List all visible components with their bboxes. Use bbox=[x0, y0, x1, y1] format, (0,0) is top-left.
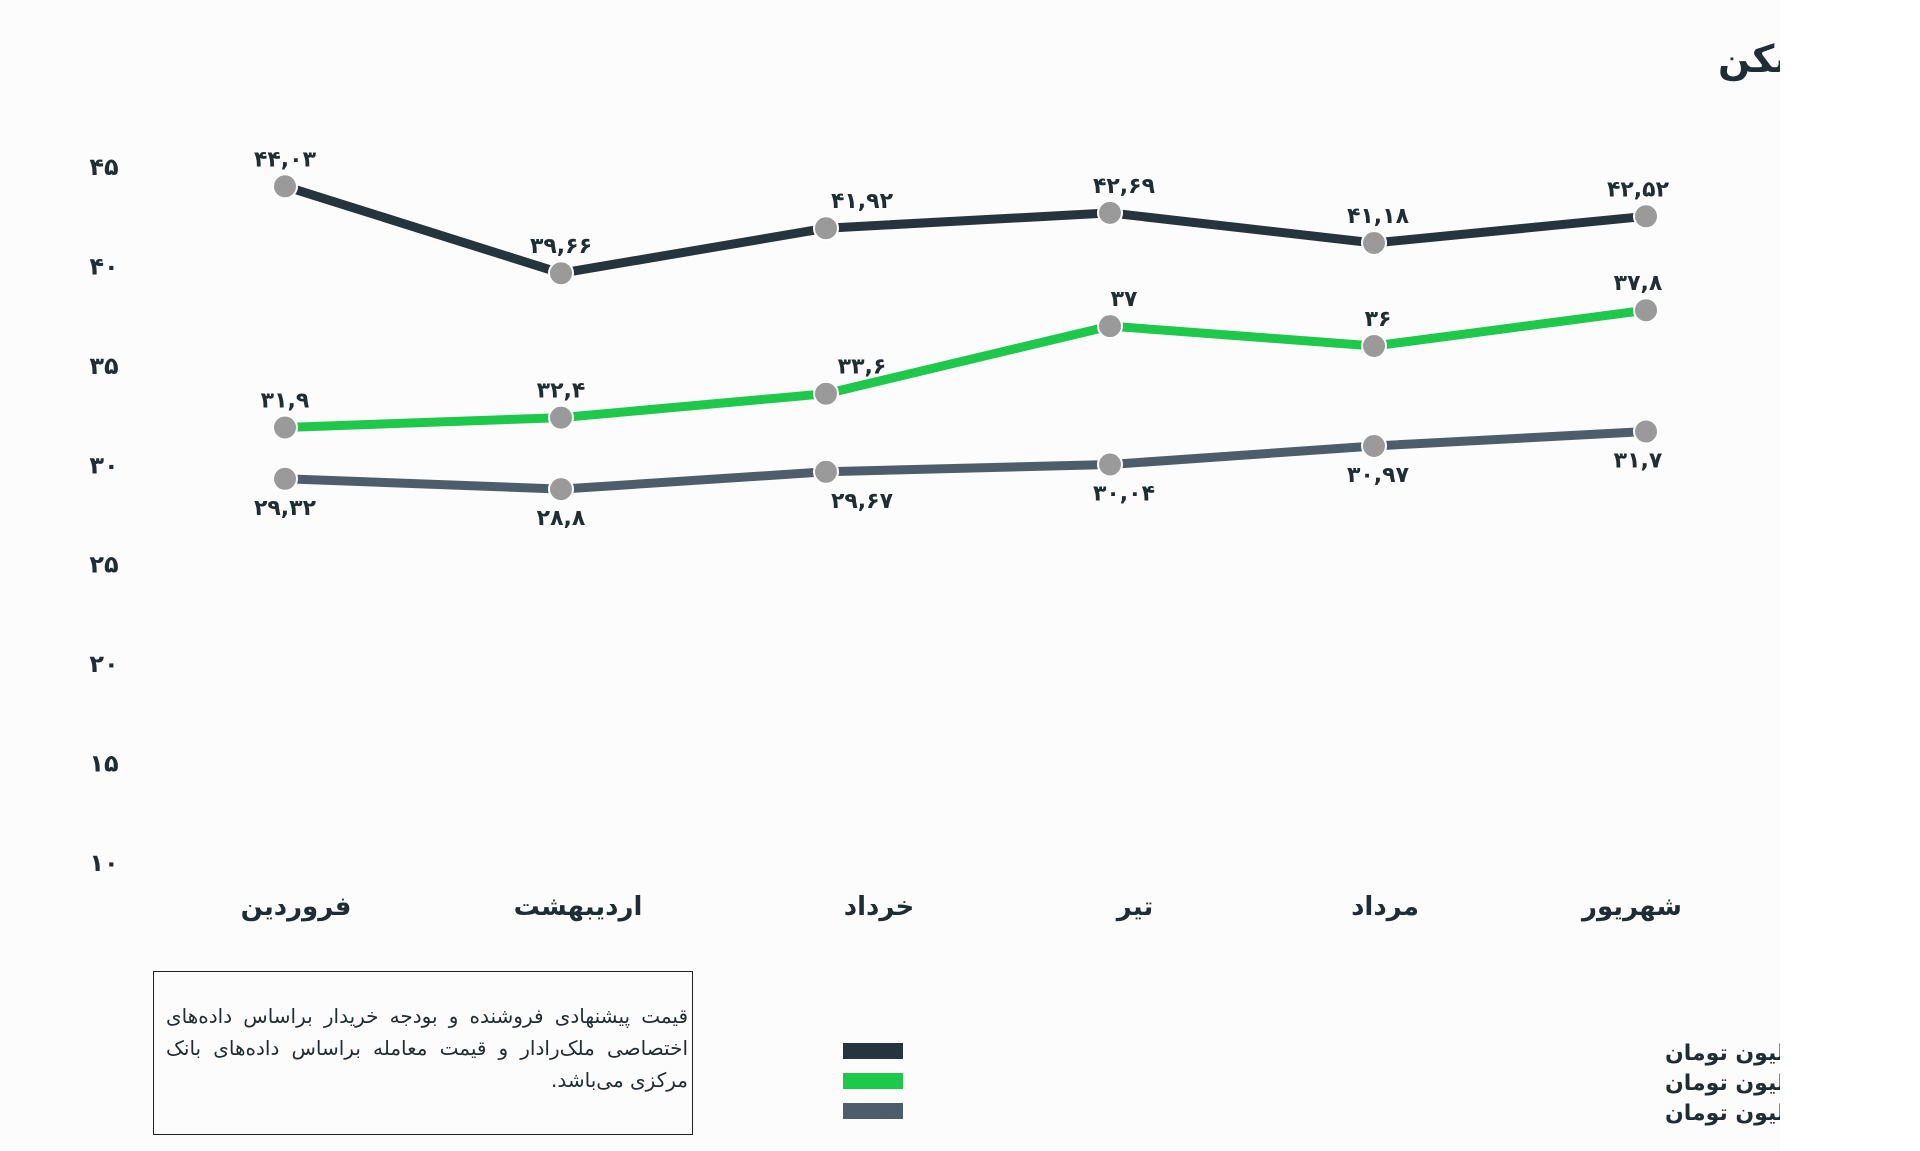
data-point-buyer bbox=[1097, 313, 1123, 340]
y-tick-label: ۴۰ bbox=[89, 252, 118, 280]
data-point-transaction bbox=[548, 476, 574, 503]
legend-label-buyer: متوسط بودجه خریدار برای هر مترمربع به می… bbox=[1665, 1071, 1780, 1096]
data-label-buyer: ۳۱,۹ bbox=[261, 389, 310, 414]
data-label-transaction: ۲۹,۶۷ bbox=[831, 489, 894, 514]
legend: متوسط قیمت پیشنهادی فروشنده برای هر مترم… bbox=[843, 1041, 1780, 1126]
series-layer: ۴۴,۰۳ ۳۹,۶۶ ۴۱,۹۲ ۴۲,۶۹ ۴۱,۱۸ ۴۲,۵۲ ۳۱,۹ ۳۲,۴ ۳۳… bbox=[254, 147, 1670, 531]
data-point-transaction bbox=[813, 458, 839, 485]
data-point-buyer bbox=[813, 380, 839, 407]
data-label-buyer: ۳۷,۸ bbox=[1614, 271, 1663, 296]
data-label-transaction: ۳۰,۰۴ bbox=[1093, 482, 1155, 507]
series-line-seller bbox=[280, 181, 1651, 278]
data-point-transaction bbox=[1361, 433, 1387, 459]
data-point-transaction bbox=[272, 465, 298, 492]
data-label-transaction: ۳۰,۹۷ bbox=[1347, 463, 1410, 488]
x-tick-label: شهریور bbox=[1580, 892, 1682, 922]
y-tick-label: ۱۰ bbox=[89, 849, 118, 877]
series-line-transaction bbox=[280, 427, 1651, 494]
chart-title: تحلیل بازار مسکن bbox=[1718, 37, 1780, 81]
y-tick-label: ۳۵ bbox=[89, 352, 118, 380]
y-tick-label: ۴۵ bbox=[89, 153, 118, 181]
legend-swatch-transaction bbox=[843, 1103, 903, 1119]
x-tick-label: مرداد bbox=[1351, 892, 1419, 922]
legend-swatch-seller bbox=[843, 1043, 903, 1059]
data-point-seller bbox=[1097, 199, 1123, 226]
data-point-buyer bbox=[1633, 297, 1659, 324]
data-label-buyer: ۳۳,۶ bbox=[838, 355, 887, 380]
data-point-seller bbox=[272, 173, 298, 200]
line-chart: تحلیل بازار مسکن ۴۵ ۴۰ ۳۵ ۳۰ ۲۵ ۲۰ ۱۵ ۱۰ فروردی… bbox=[89, 37, 1780, 1126]
legend-swatch-buyer bbox=[843, 1073, 903, 1089]
series-line-buyer bbox=[280, 305, 1651, 432]
x-tick-label: تیر bbox=[1115, 892, 1154, 922]
y-tick-label: ۱۵ bbox=[89, 750, 118, 778]
data-label-seller: ۴۲,۵۲ bbox=[1607, 177, 1670, 202]
x-tick-label: اردیبهشت bbox=[514, 892, 643, 922]
data-label-seller: ۴۴,۰۳ bbox=[254, 147, 317, 172]
x-tick-label: خرداد bbox=[844, 892, 915, 922]
x-tick-label: فروردین bbox=[241, 892, 352, 922]
data-label-transaction: ۲۹,۳۲ bbox=[254, 496, 317, 521]
data-point-transaction bbox=[1097, 451, 1123, 478]
legend-label-seller: متوسط قیمت پیشنهادی فروشنده برای هر مترم… bbox=[1665, 1041, 1780, 1066]
y-tick-label: ۲۵ bbox=[89, 551, 118, 579]
data-point-buyer bbox=[548, 404, 574, 431]
data-point-seller bbox=[1361, 230, 1387, 256]
legend-label-transaction: متوسط قیمت معامله برای هر مترمربع به میل… bbox=[1665, 1101, 1780, 1126]
x-axis: فروردین اردیبهشت خرداد تیر مرداد شهریور bbox=[241, 892, 1682, 922]
data-label-transaction: ۳۱,۷ bbox=[1614, 449, 1663, 474]
y-tick-label: ۲۰ bbox=[89, 650, 118, 678]
data-label-buyer: ۳۷ bbox=[1111, 287, 1138, 312]
chart-area: تحلیل بازار مسکن ۴۵ ۴۰ ۳۵ ۳۰ ۲۵ ۲۰ ۱۵ ۱۰ فروردی… bbox=[89, 37, 1780, 1135]
data-label-seller: ۳۹,۶۶ bbox=[530, 234, 592, 259]
data-point-buyer bbox=[272, 414, 298, 441]
data-label-seller: ۴۱,۱۸ bbox=[1347, 204, 1410, 229]
data-label-seller: ۴۱,۹۲ bbox=[831, 189, 894, 214]
data-point-seller bbox=[813, 215, 839, 242]
y-axis: ۴۵ ۴۰ ۳۵ ۳۰ ۲۵ ۲۰ ۱۵ ۱۰ bbox=[89, 153, 118, 877]
source-note: قیمت پیشنهادی فروشنده و بودجه خریدار برا… bbox=[153, 971, 693, 1135]
y-tick-label: ۳۰ bbox=[89, 451, 118, 479]
data-point-buyer bbox=[1361, 333, 1387, 359]
data-point-transaction bbox=[1633, 418, 1659, 445]
data-point-seller bbox=[548, 260, 574, 287]
data-label-seller: ۴۲,۶۹ bbox=[1093, 174, 1155, 199]
data-label-buyer: ۳۲,۴ bbox=[537, 379, 586, 404]
data-point-seller bbox=[1633, 203, 1659, 230]
data-label-buyer: ۳۶ bbox=[1365, 307, 1392, 332]
data-label-transaction: ۲۸,۸ bbox=[537, 506, 586, 531]
